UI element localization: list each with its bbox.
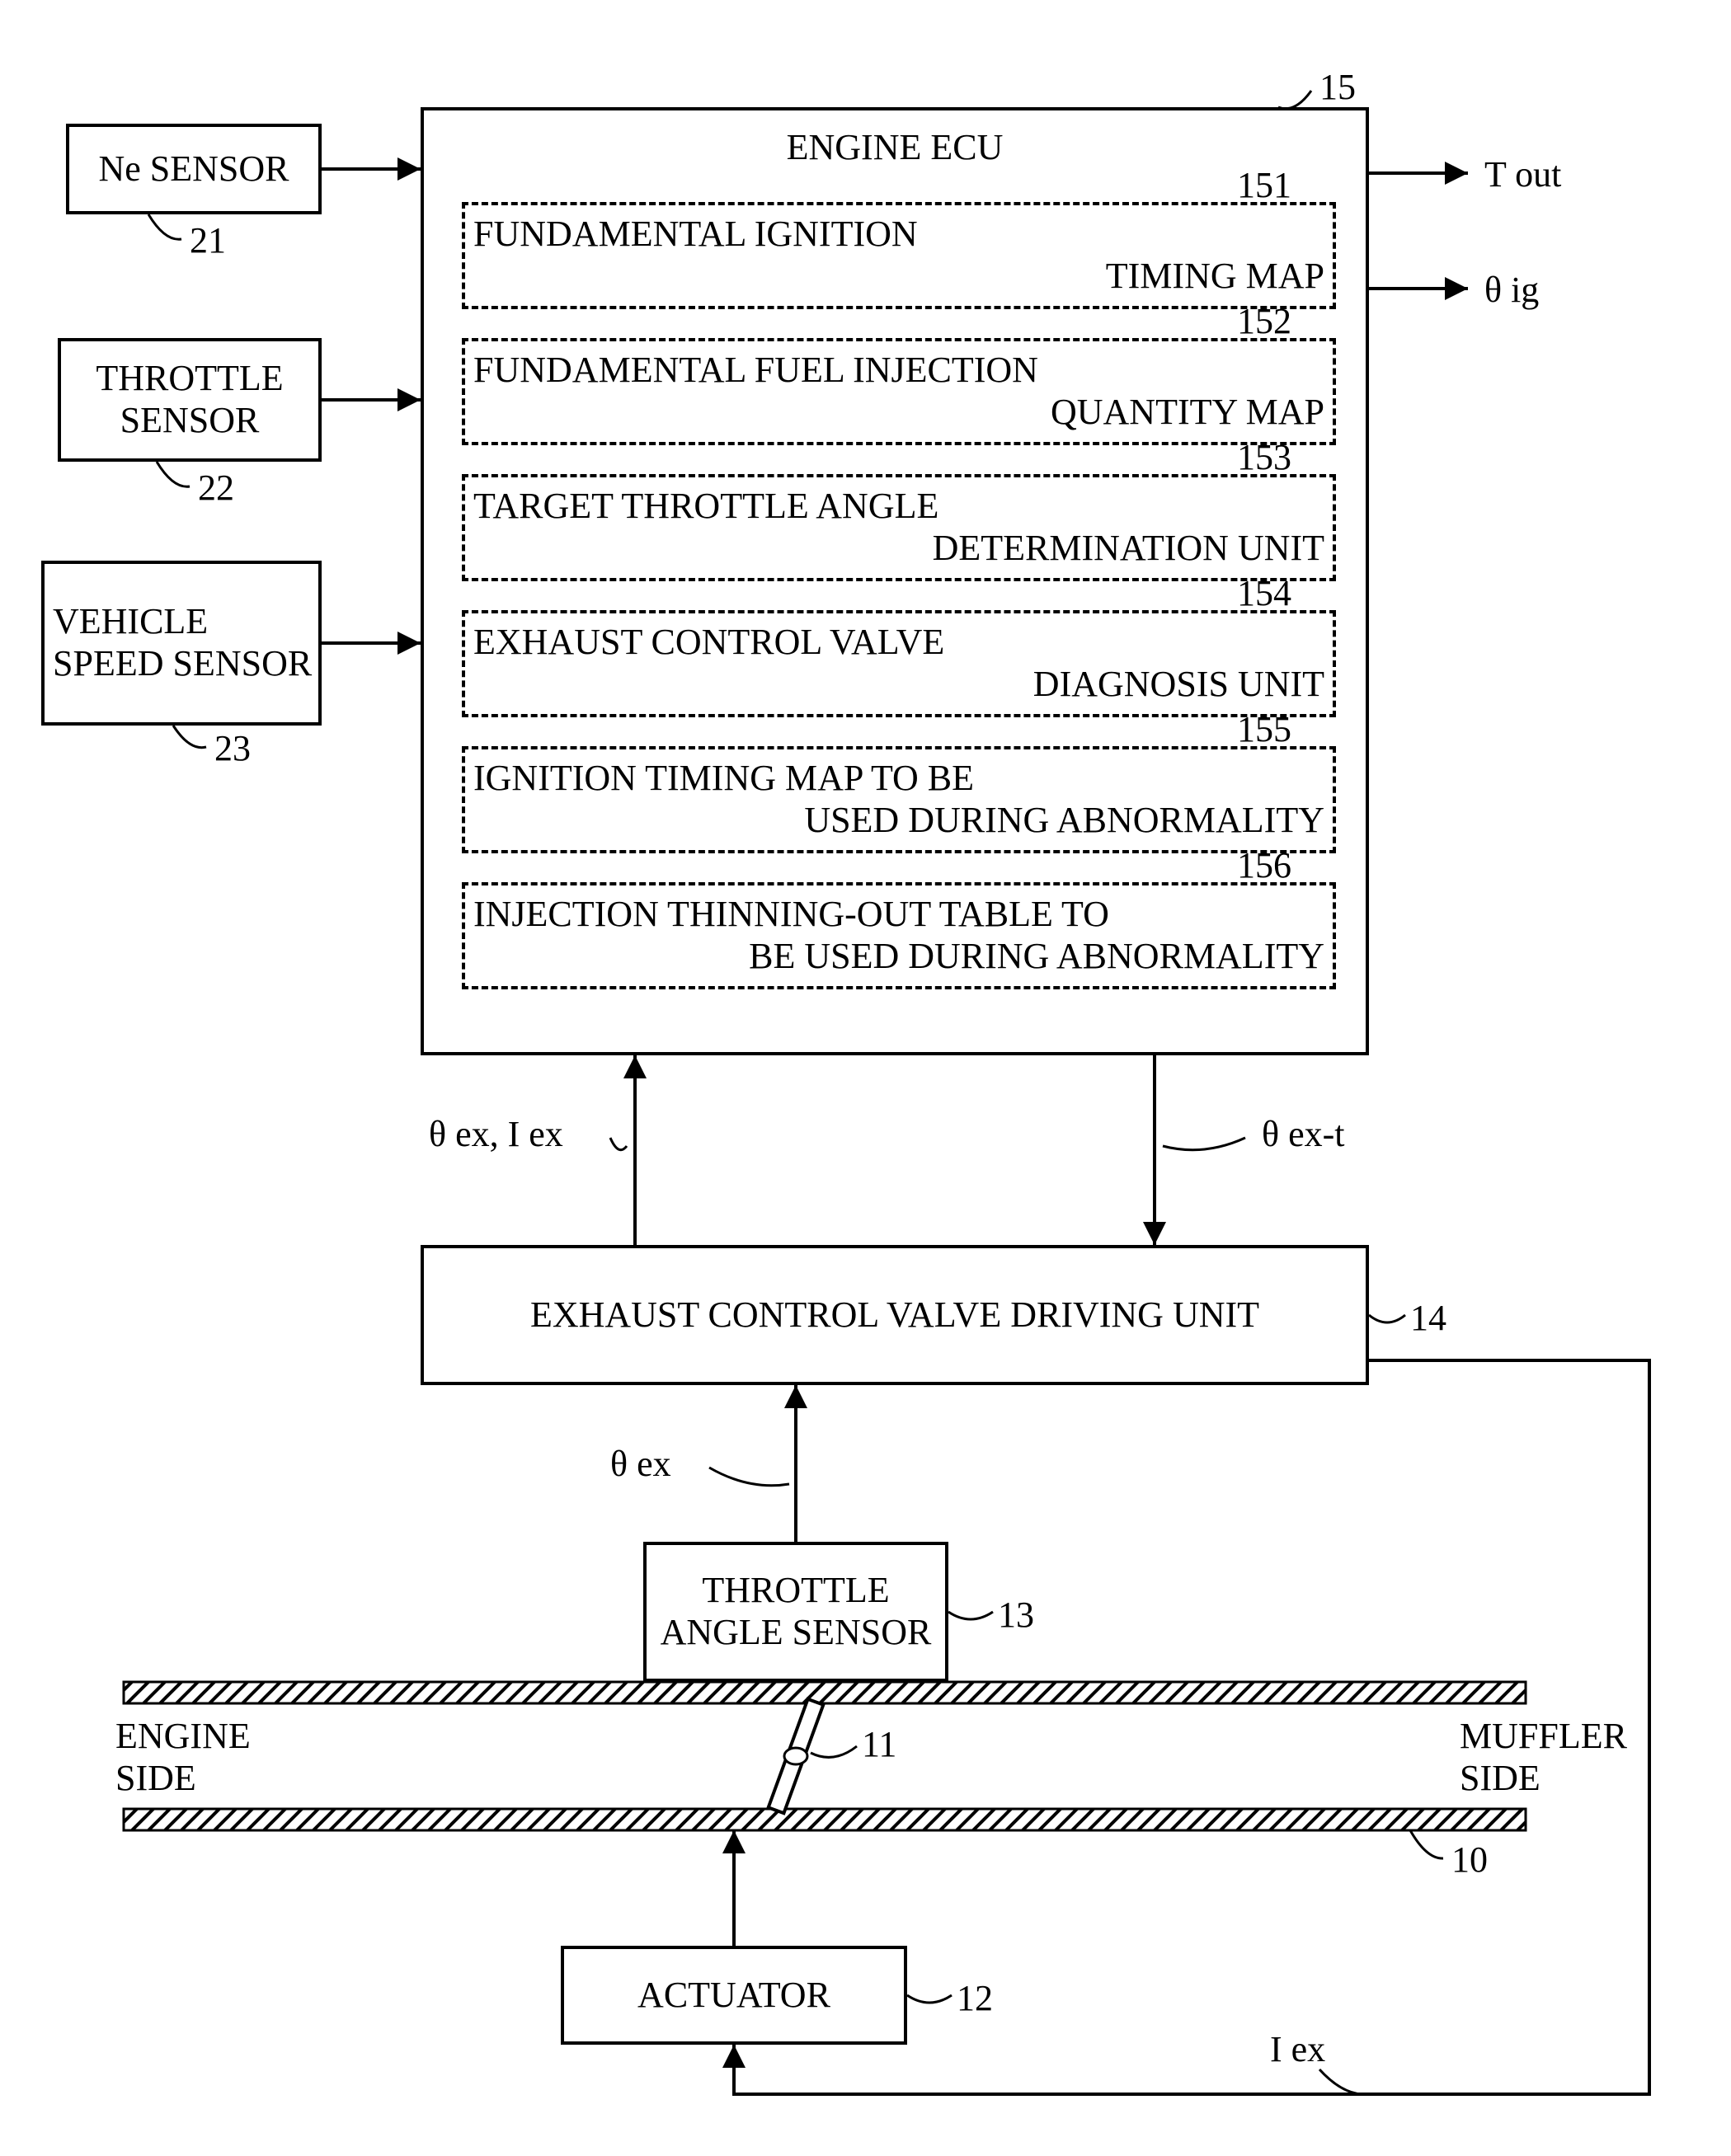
driving-unit-ref: 14 <box>1410 1297 1446 1339</box>
ecu-map155: IGNITION TIMING MAP TO BEUSED DURING ABN… <box>462 746 1336 853</box>
actuator-box: ACTUATOR <box>561 1946 907 2045</box>
ecu-map156: INJECTION THINNING-OUT TABLE TOBE USED D… <box>462 882 1336 989</box>
label-theta-ex-t: θ ex-t <box>1262 1113 1344 1155</box>
throttle-sensor-box: THROTTLE SENSOR <box>58 338 322 462</box>
exhaust-control-valve-driving-unit: EXHAUST CONTROL VALVE DRIVING UNIT <box>421 1245 1369 1385</box>
ecu-map155-ref: 155 <box>1237 708 1291 750</box>
exhaust-valve-ref: 11 <box>862 1723 896 1765</box>
exhaust-pipe-ref: 10 <box>1451 1839 1488 1881</box>
output-tout: T out <box>1484 153 1561 195</box>
actuator-ref: 12 <box>957 1977 993 2019</box>
ecu-map152: FUNDAMENTAL FUEL INJECTIONQUANTITY MAP <box>462 338 1336 445</box>
label-i-ex: I ex <box>1270 2028 1325 2070</box>
ne-sensor-box: Ne SENSOR <box>66 124 322 214</box>
label-theta-ex-iex: θ ex, I ex <box>429 1113 563 1155</box>
ecu-map151: FUNDAMENTAL IGNITIONTIMING MAP <box>462 202 1336 309</box>
throttle-angle-sensor-box: THROTTLE ANGLE SENSOR <box>643 1542 948 1682</box>
engine-side-label: ENGINE SIDE <box>115 1715 251 1799</box>
muffler-side-label: MUFFLER SIDE <box>1460 1715 1627 1799</box>
engine-ecu-ref: 15 <box>1319 66 1356 108</box>
ecu-map151-ref: 151 <box>1237 164 1291 206</box>
label-theta-ex: θ ex <box>610 1443 671 1485</box>
throttle-sensor-ref: 22 <box>198 467 234 509</box>
ecu-map153-ref: 153 <box>1237 436 1291 478</box>
ecu-map154: EXHAUST CONTROL VALVEDIAGNOSIS UNIT <box>462 610 1336 717</box>
vehicle-speed-sensor-ref: 23 <box>214 727 251 769</box>
engine-ecu-title: ENGINE ECU <box>787 127 1004 169</box>
vehicle-speed-sensor-box: VEHICLE SPEED SENSOR <box>41 561 322 726</box>
throttle-angle-sensor-ref: 13 <box>998 1594 1034 1636</box>
output-thetaig: θ ig <box>1484 269 1539 311</box>
ecu-map154-ref: 154 <box>1237 572 1291 614</box>
ecu-map156-ref: 156 <box>1237 844 1291 886</box>
ecu-map153: TARGET THROTTLE ANGLEDETERMINATION UNIT <box>462 474 1336 581</box>
ne-sensor-ref: 21 <box>190 219 226 261</box>
ecu-map152-ref: 152 <box>1237 300 1291 342</box>
